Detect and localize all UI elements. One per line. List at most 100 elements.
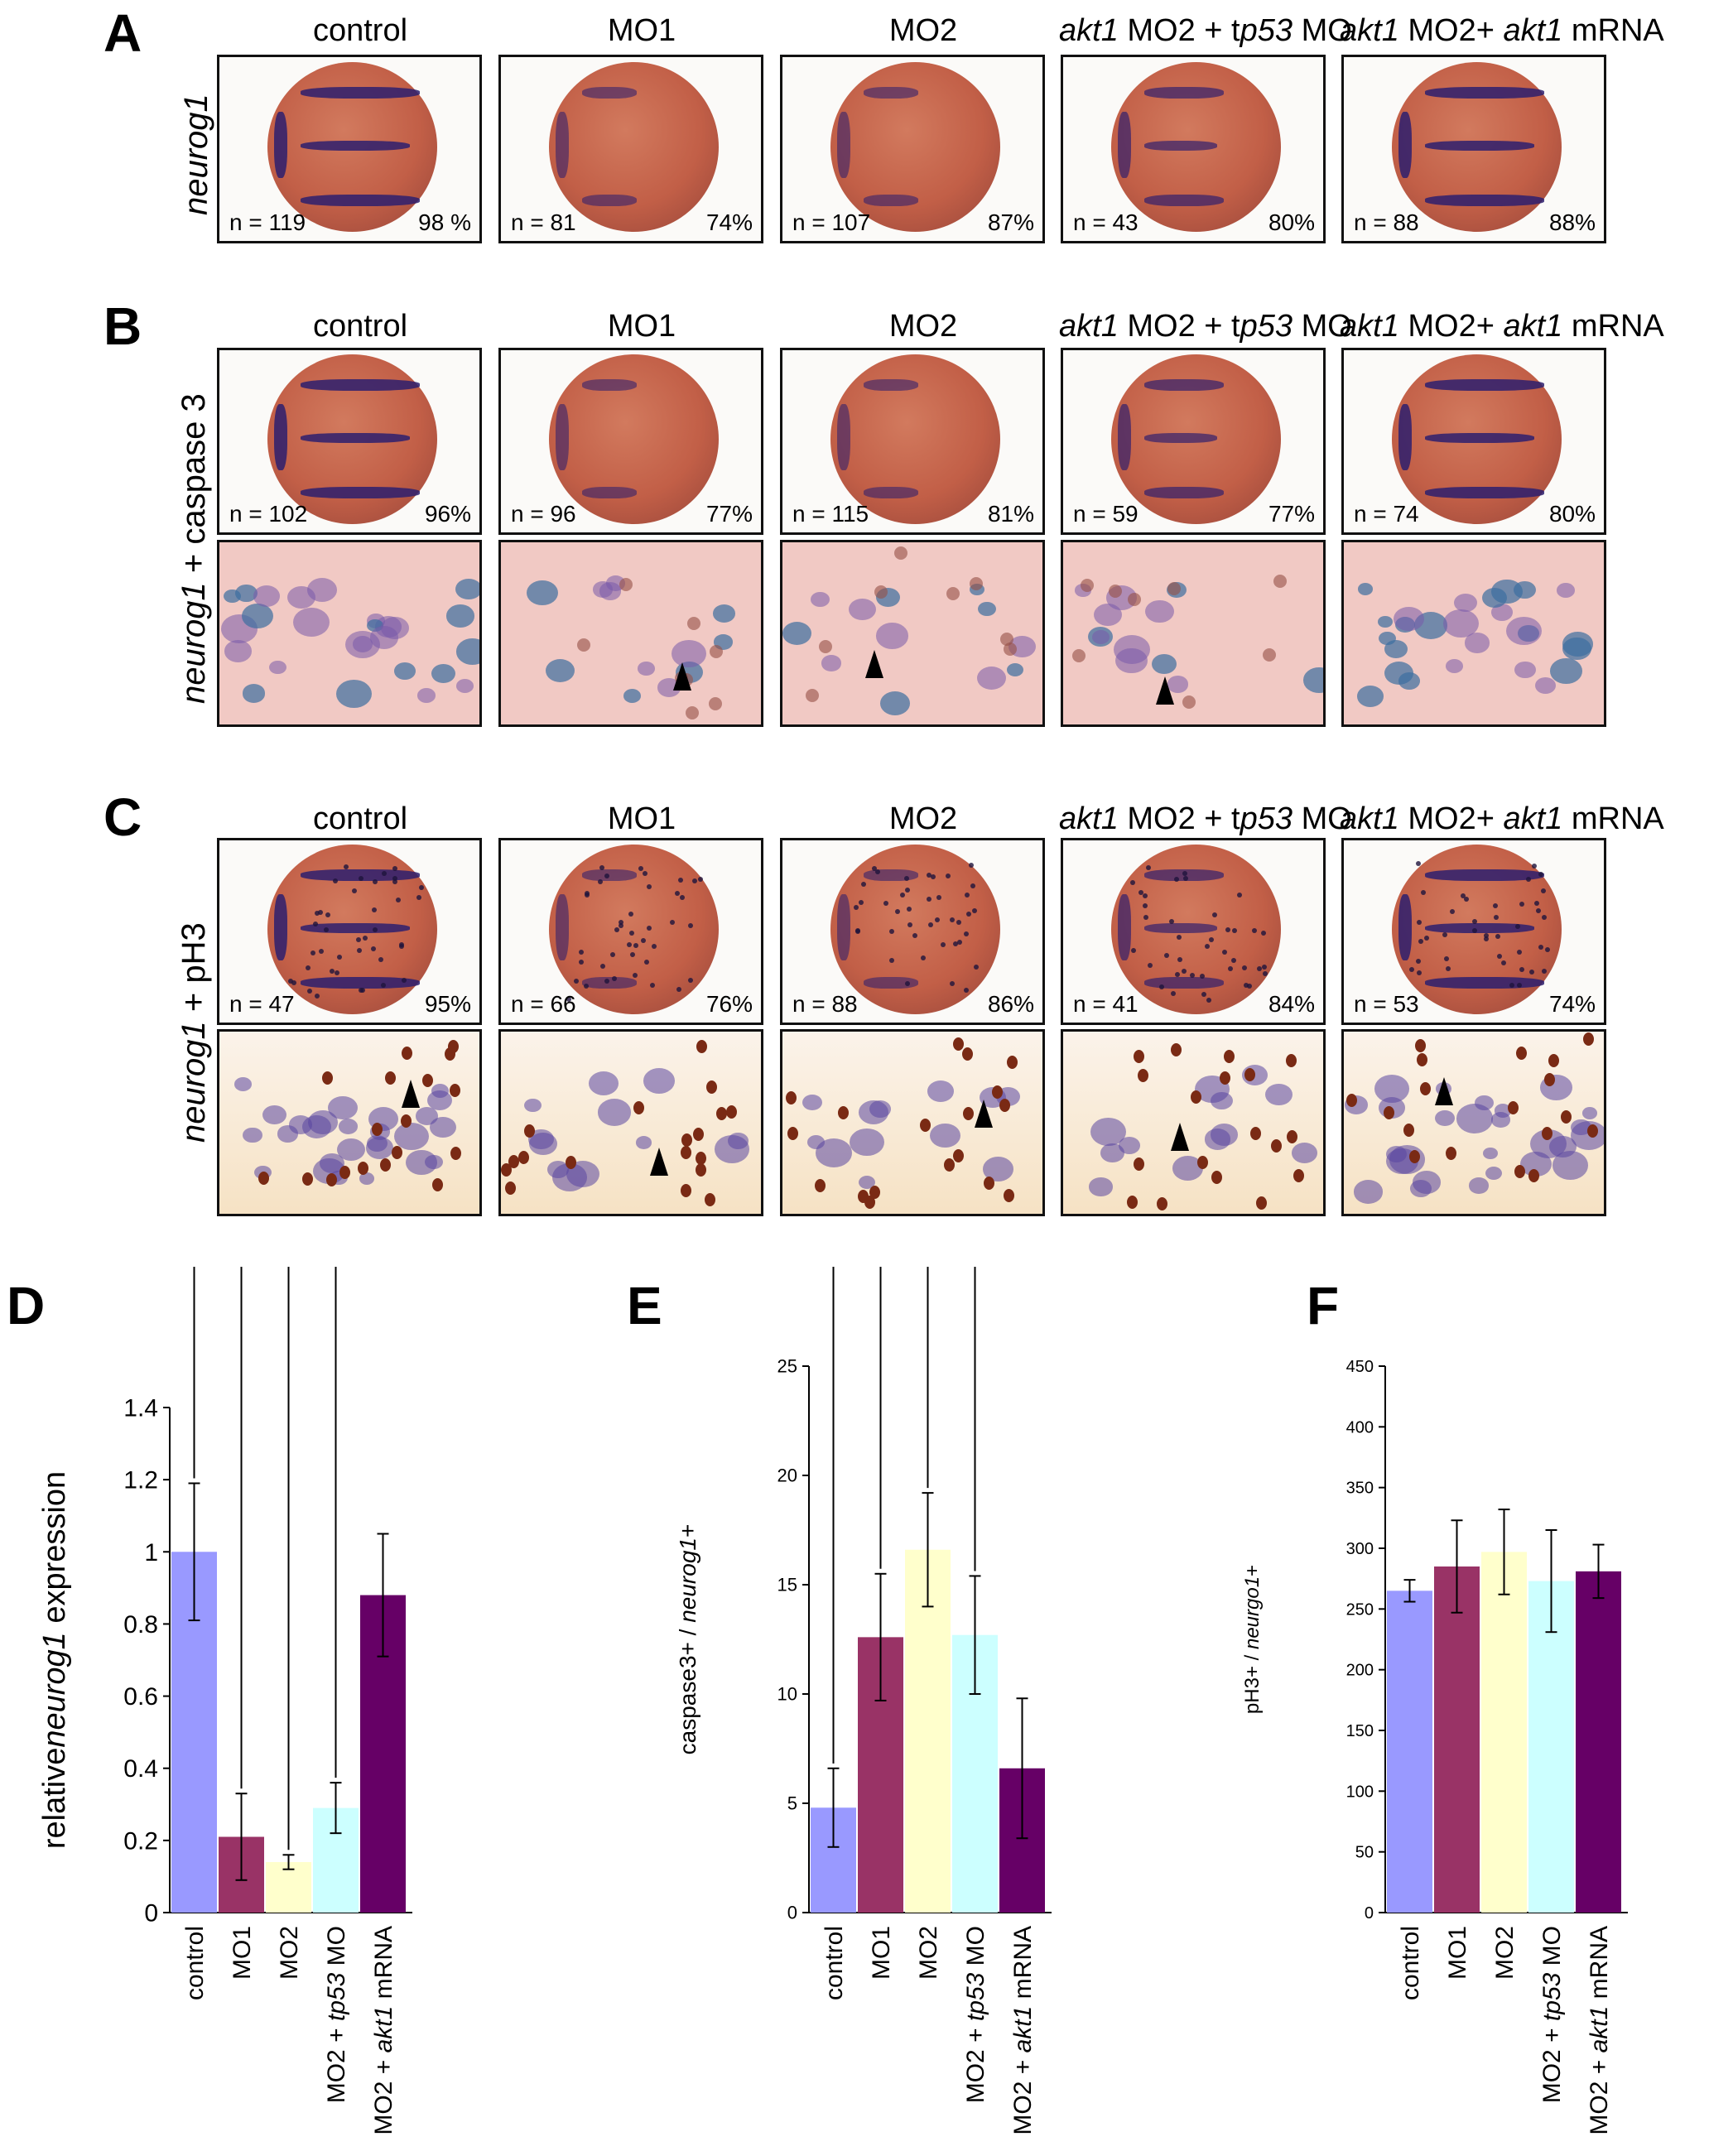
column-header-part: akt1 — [1503, 801, 1563, 836]
ph3-nucleus — [787, 1126, 799, 1140]
ph3-nucleus — [962, 1047, 974, 1061]
ph3-dot — [629, 931, 635, 936]
ph3-dot — [1544, 947, 1550, 953]
stain-blob — [1356, 686, 1384, 708]
ph3-dot — [687, 923, 693, 929]
ph3-dot — [335, 970, 340, 976]
ph3-dot — [416, 894, 421, 900]
column-header-part: MO2+ — [1398, 13, 1504, 48]
stain-blob — [880, 691, 910, 715]
embryo-image: n = 115 81% — [780, 348, 1045, 535]
stain-blob — [1442, 609, 1479, 638]
ph3-dot — [1445, 965, 1451, 971]
ph3-dot — [638, 865, 644, 871]
neurog1-stain — [1144, 87, 1224, 99]
column-header: MO1 — [497, 310, 787, 342]
column-header: akt1 MO2 + tp53 MO — [1059, 13, 1352, 48]
ph3-dot — [650, 983, 656, 989]
stain-blob — [1550, 657, 1582, 684]
column-header-part: p53 — [1240, 309, 1293, 344]
stain-blob — [1089, 1177, 1113, 1196]
neurog1-stain — [1425, 487, 1544, 498]
stain-blob — [416, 1107, 439, 1126]
ph3-nucleus — [696, 1152, 707, 1166]
neurog1-stain — [556, 112, 569, 178]
ph3-nucleus — [1408, 1149, 1420, 1163]
neurog1-stain — [556, 404, 569, 470]
column-header-part: akt1 — [1503, 13, 1563, 48]
neurog1-stain — [582, 87, 637, 99]
neurog1-stain — [864, 379, 918, 391]
embryo-image: n = 47 95% — [217, 838, 482, 1025]
ph3-nucleus — [1515, 1047, 1527, 1061]
y-axis-label-part: expression — [37, 1471, 72, 1632]
ph3-nucleus — [1583, 1032, 1595, 1047]
ph3-dot — [930, 873, 936, 879]
phenotype-percent: 86% — [987, 991, 1034, 1017]
ph3-dot — [677, 878, 683, 883]
category-label-part: akt1 — [1586, 2006, 1613, 2053]
ph3-dot — [1542, 914, 1548, 920]
y-tick-label: 1.4 — [123, 1395, 158, 1422]
stain-blob — [978, 601, 996, 616]
ph3-dot — [371, 907, 377, 912]
bar — [1528, 1581, 1574, 1913]
ph3-dot — [1262, 970, 1268, 976]
ph3-nucleus — [952, 1037, 964, 1052]
ph3-dot — [640, 937, 646, 943]
category-label: MO2 + tp53 MO — [323, 1926, 350, 2103]
ph3-dot — [906, 906, 912, 912]
category-label: MO2 — [915, 1926, 942, 1980]
ph3-nucleus — [1197, 1155, 1209, 1169]
ph3-dot — [318, 909, 324, 915]
ph3-dot — [1538, 945, 1543, 950]
ph3-dot — [964, 931, 970, 936]
stain-blob — [320, 1153, 345, 1174]
column-header-part: MO1 — [607, 801, 676, 836]
ph3-dot — [1416, 970, 1422, 976]
embryo-image: n = 102 96% — [217, 348, 482, 535]
ph3-dot — [1416, 861, 1422, 867]
zoom-image — [498, 1029, 763, 1216]
ph3-dot — [888, 929, 894, 935]
stain-blob — [242, 603, 274, 628]
category-label-part: MO — [1538, 1926, 1566, 1973]
ph3-dot — [291, 980, 297, 986]
y-axis-label-part: + — [675, 1524, 700, 1538]
ph3-dot — [1509, 983, 1514, 989]
y-tick-label: 25 — [777, 1356, 797, 1377]
column-header-part: MO — [1293, 13, 1352, 48]
ph3-nucleus — [1286, 1053, 1297, 1067]
stain-blob — [1091, 630, 1110, 645]
y-axis-label-part: pH3+ / — [1241, 1649, 1264, 1714]
ph3-nucleus — [837, 1106, 849, 1120]
ph3-dot — [378, 957, 384, 963]
ph3-dot — [1168, 919, 1174, 925]
ph3-nucleus — [1293, 1169, 1304, 1183]
column-header: akt1 MO2 + tp53 MO — [1059, 801, 1352, 836]
ph3-nucleus — [1250, 1126, 1262, 1140]
ph3-nucleus — [681, 1184, 692, 1198]
ph3-dot — [1230, 957, 1236, 963]
y-tick-label: 100 — [1346, 1783, 1374, 1801]
ph3-nucleus — [1383, 1106, 1394, 1120]
ph3-dot — [965, 892, 970, 898]
column-header-part: MO — [1293, 801, 1352, 836]
ph3-dot — [912, 933, 917, 939]
stain-blob — [393, 662, 416, 681]
ph3-dot — [566, 997, 572, 1003]
embryo-image: n = 59 77% — [1061, 348, 1326, 535]
caspase-cell — [969, 577, 983, 591]
stain-blob — [1302, 667, 1323, 693]
embryo-image: n = 43 80% — [1061, 55, 1326, 243]
significance-bracket — [193, 1267, 243, 1789]
zoom-image — [217, 1029, 482, 1216]
stain-blob — [1446, 658, 1464, 673]
ph3-nucleus — [1138, 1069, 1149, 1083]
stain-blob — [367, 1134, 388, 1152]
ph3-dot — [1472, 928, 1478, 934]
caspase-cell — [946, 587, 960, 601]
stain-blob — [1090, 1118, 1126, 1147]
ph3-dot — [1143, 914, 1148, 920]
ph3-nucleus — [920, 1119, 931, 1133]
